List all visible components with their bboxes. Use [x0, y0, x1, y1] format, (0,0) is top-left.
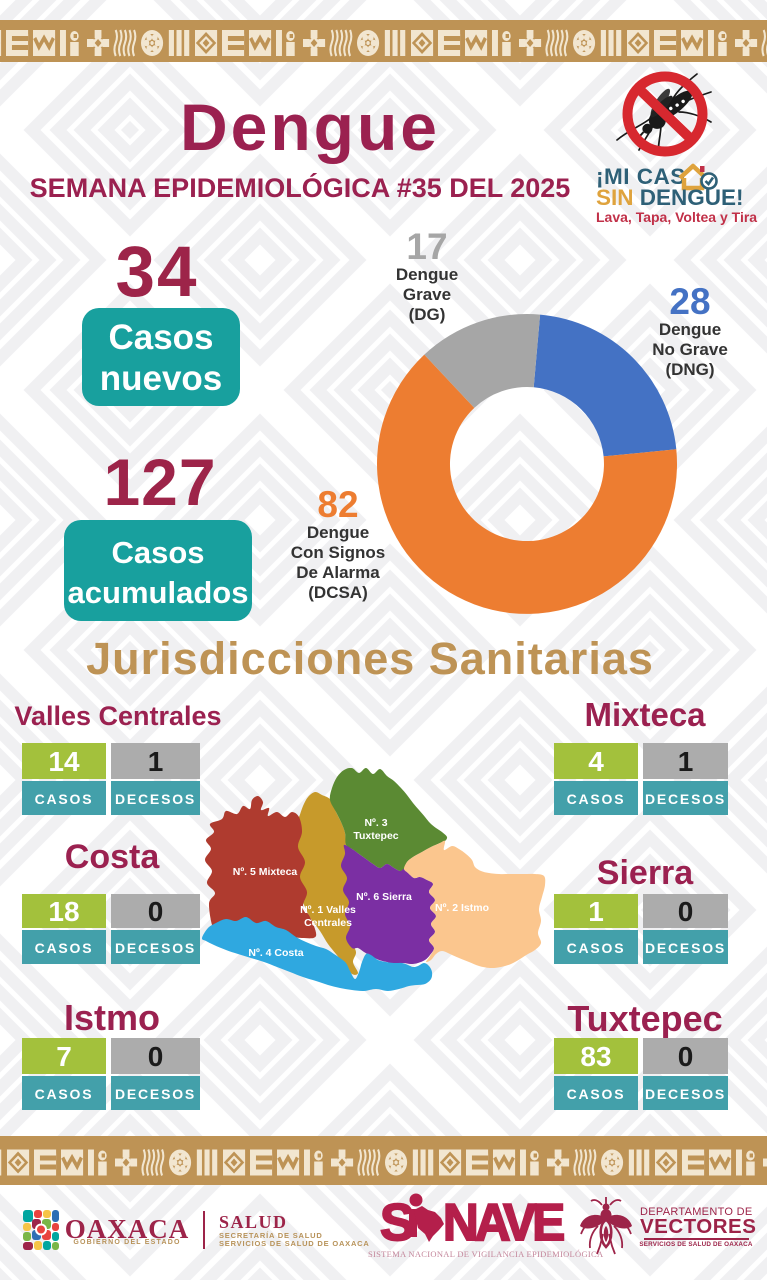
- svg-text:Nº. 2 Istmo: Nº. 2 Istmo: [435, 902, 489, 914]
- svg-text:Nº. 3: Nº. 3: [364, 817, 387, 829]
- svg-text:Tuxtepec: Tuxtepec: [353, 830, 398, 842]
- svg-text:Nº. 4 Costa: Nº. 4 Costa: [248, 947, 303, 959]
- svg-text:Centrales: Centrales: [304, 917, 352, 929]
- svg-text:Nº. 5 Mixteca: Nº. 5 Mixteca: [233, 866, 298, 878]
- svg-text:Nº. 6 Sierra: Nº. 6 Sierra: [356, 891, 412, 903]
- svg-text:Nº. 1 Valles: Nº. 1 Valles: [300, 904, 356, 916]
